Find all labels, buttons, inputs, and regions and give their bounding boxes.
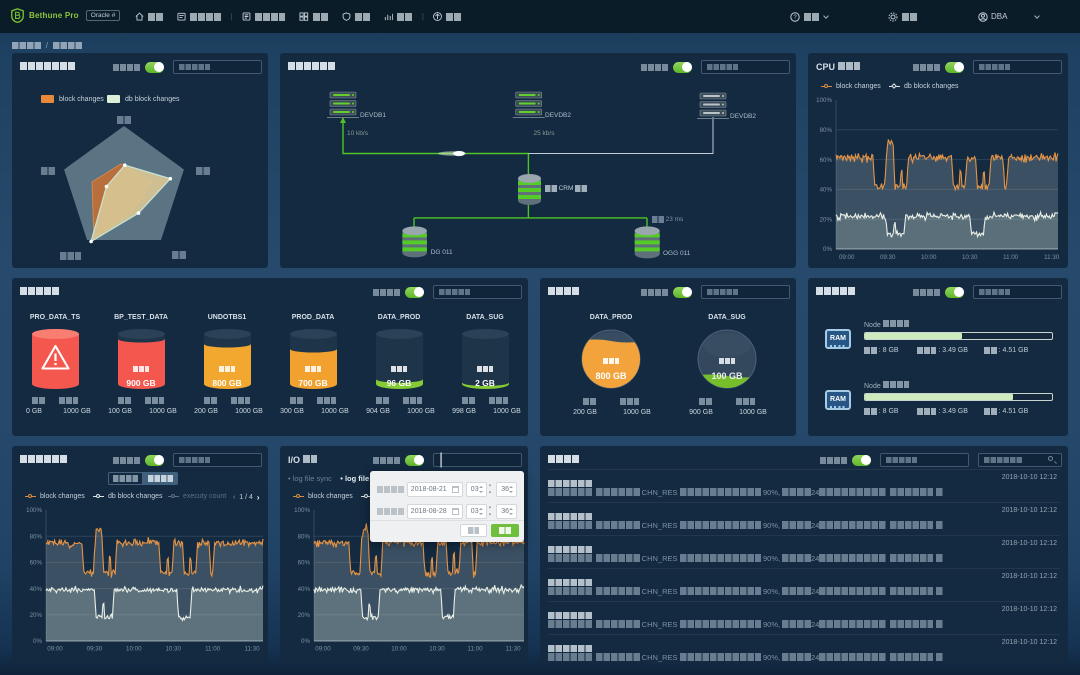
svg-text:40%: 40%	[298, 586, 311, 593]
svg-text:11:00: 11:00	[467, 646, 483, 653]
svg-text:80%: 80%	[298, 533, 311, 540]
svg-text:11:30: 11:30	[1044, 254, 1060, 261]
svg-text:11:30: 11:30	[505, 646, 521, 653]
svg-text:100%: 100%	[816, 97, 832, 104]
svg-text:11:00: 11:00	[1003, 254, 1019, 261]
svg-text:DEVDB2: DEVDB2	[545, 112, 571, 119]
svg-text:?: ?	[793, 15, 797, 21]
svg-text:60%: 60%	[298, 560, 311, 567]
svg-text:40%: 40%	[30, 586, 43, 593]
svg-text:100%: 100%	[294, 507, 310, 514]
svg-text:60%: 60%	[820, 157, 833, 164]
svg-text:DEVDB2: DEVDB2	[730, 113, 756, 120]
svg-text:10:30: 10:30	[962, 254, 978, 261]
svg-text:80%: 80%	[820, 127, 833, 134]
svg-text:OGG 011: OGG 011	[663, 250, 691, 257]
svg-text:60%: 60%	[30, 560, 43, 567]
svg-text:09:30: 09:30	[87, 646, 103, 653]
svg-text:DG 011: DG 011	[431, 249, 453, 256]
svg-text:10:30: 10:30	[165, 646, 181, 653]
svg-text:10:00: 10:00	[921, 254, 937, 261]
svg-text:09:30: 09:30	[353, 646, 369, 653]
svg-text:20%: 20%	[30, 612, 43, 619]
svg-text:0%: 0%	[33, 638, 42, 645]
svg-text:80%: 80%	[30, 533, 43, 540]
svg-text:10:00: 10:00	[126, 646, 142, 653]
svg-text:10:30: 10:30	[429, 646, 445, 653]
svg-text:40%: 40%	[820, 187, 833, 194]
svg-text:DEVDB1: DEVDB1	[360, 112, 386, 119]
svg-text:100%: 100%	[26, 507, 42, 514]
svg-text:0%: 0%	[823, 246, 832, 253]
svg-text:09:00: 09:00	[47, 646, 63, 653]
svg-text:09:30: 09:30	[880, 254, 896, 261]
svg-text:09:00: 09:00	[839, 254, 855, 261]
svg-text:11:30: 11:30	[244, 646, 260, 653]
svg-text:20%: 20%	[298, 612, 311, 619]
svg-text:0%: 0%	[301, 638, 310, 645]
svg-text:20%: 20%	[820, 216, 833, 223]
svg-text:11:00: 11:00	[205, 646, 221, 653]
svg-text:10:00: 10:00	[391, 646, 407, 653]
svg-text:09:00: 09:00	[315, 646, 331, 653]
